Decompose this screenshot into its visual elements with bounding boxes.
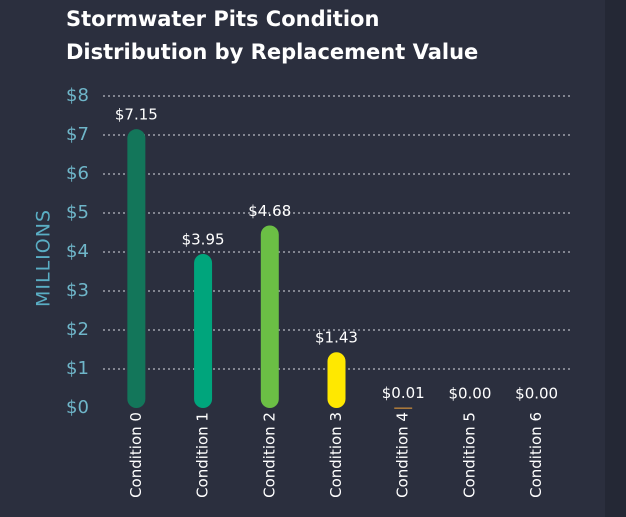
value-label: $7.15 bbox=[115, 106, 158, 124]
x-tick-label: Condition 0 bbox=[127, 412, 145, 498]
y-tick-label: $3 bbox=[66, 280, 89, 301]
x-tick-label: Condition 1 bbox=[194, 412, 212, 498]
y-tick-label: $4 bbox=[66, 241, 89, 262]
bar bbox=[194, 253, 213, 408]
chart-title: Stormwater Pits Condition bbox=[66, 7, 379, 31]
x-tick-label: Condition 6 bbox=[527, 412, 545, 498]
y-tick-label: $7 bbox=[66, 124, 89, 145]
x-tick-label: Condition 2 bbox=[260, 412, 278, 498]
y-tick-label: $2 bbox=[66, 319, 89, 340]
y-tick-label: $1 bbox=[66, 358, 89, 379]
value-label: $0.01 bbox=[382, 384, 425, 402]
y-axis-label: MILLIONS bbox=[33, 209, 55, 307]
x-tick-label: Condition 3 bbox=[327, 412, 345, 498]
y-tick-label: $6 bbox=[66, 163, 89, 184]
y-tick-label: $5 bbox=[66, 202, 89, 223]
value-label: $0.00 bbox=[448, 385, 491, 403]
chart-title: Distribution by Replacement Value bbox=[66, 40, 478, 64]
y-tick-label: $0 bbox=[66, 397, 89, 418]
panel-edge bbox=[605, 0, 626, 517]
bar bbox=[327, 352, 346, 408]
bar bbox=[394, 407, 413, 409]
y-tick-label: $8 bbox=[66, 85, 89, 106]
value-label: $1.43 bbox=[315, 329, 358, 347]
x-tick-label: Condition 5 bbox=[460, 412, 478, 498]
value-label: $0.00 bbox=[515, 385, 558, 403]
value-label: $3.95 bbox=[182, 230, 225, 248]
bar bbox=[127, 129, 146, 408]
bar bbox=[260, 225, 279, 408]
x-tick-label: Condition 4 bbox=[394, 412, 412, 498]
value-label: $4.68 bbox=[248, 202, 291, 220]
